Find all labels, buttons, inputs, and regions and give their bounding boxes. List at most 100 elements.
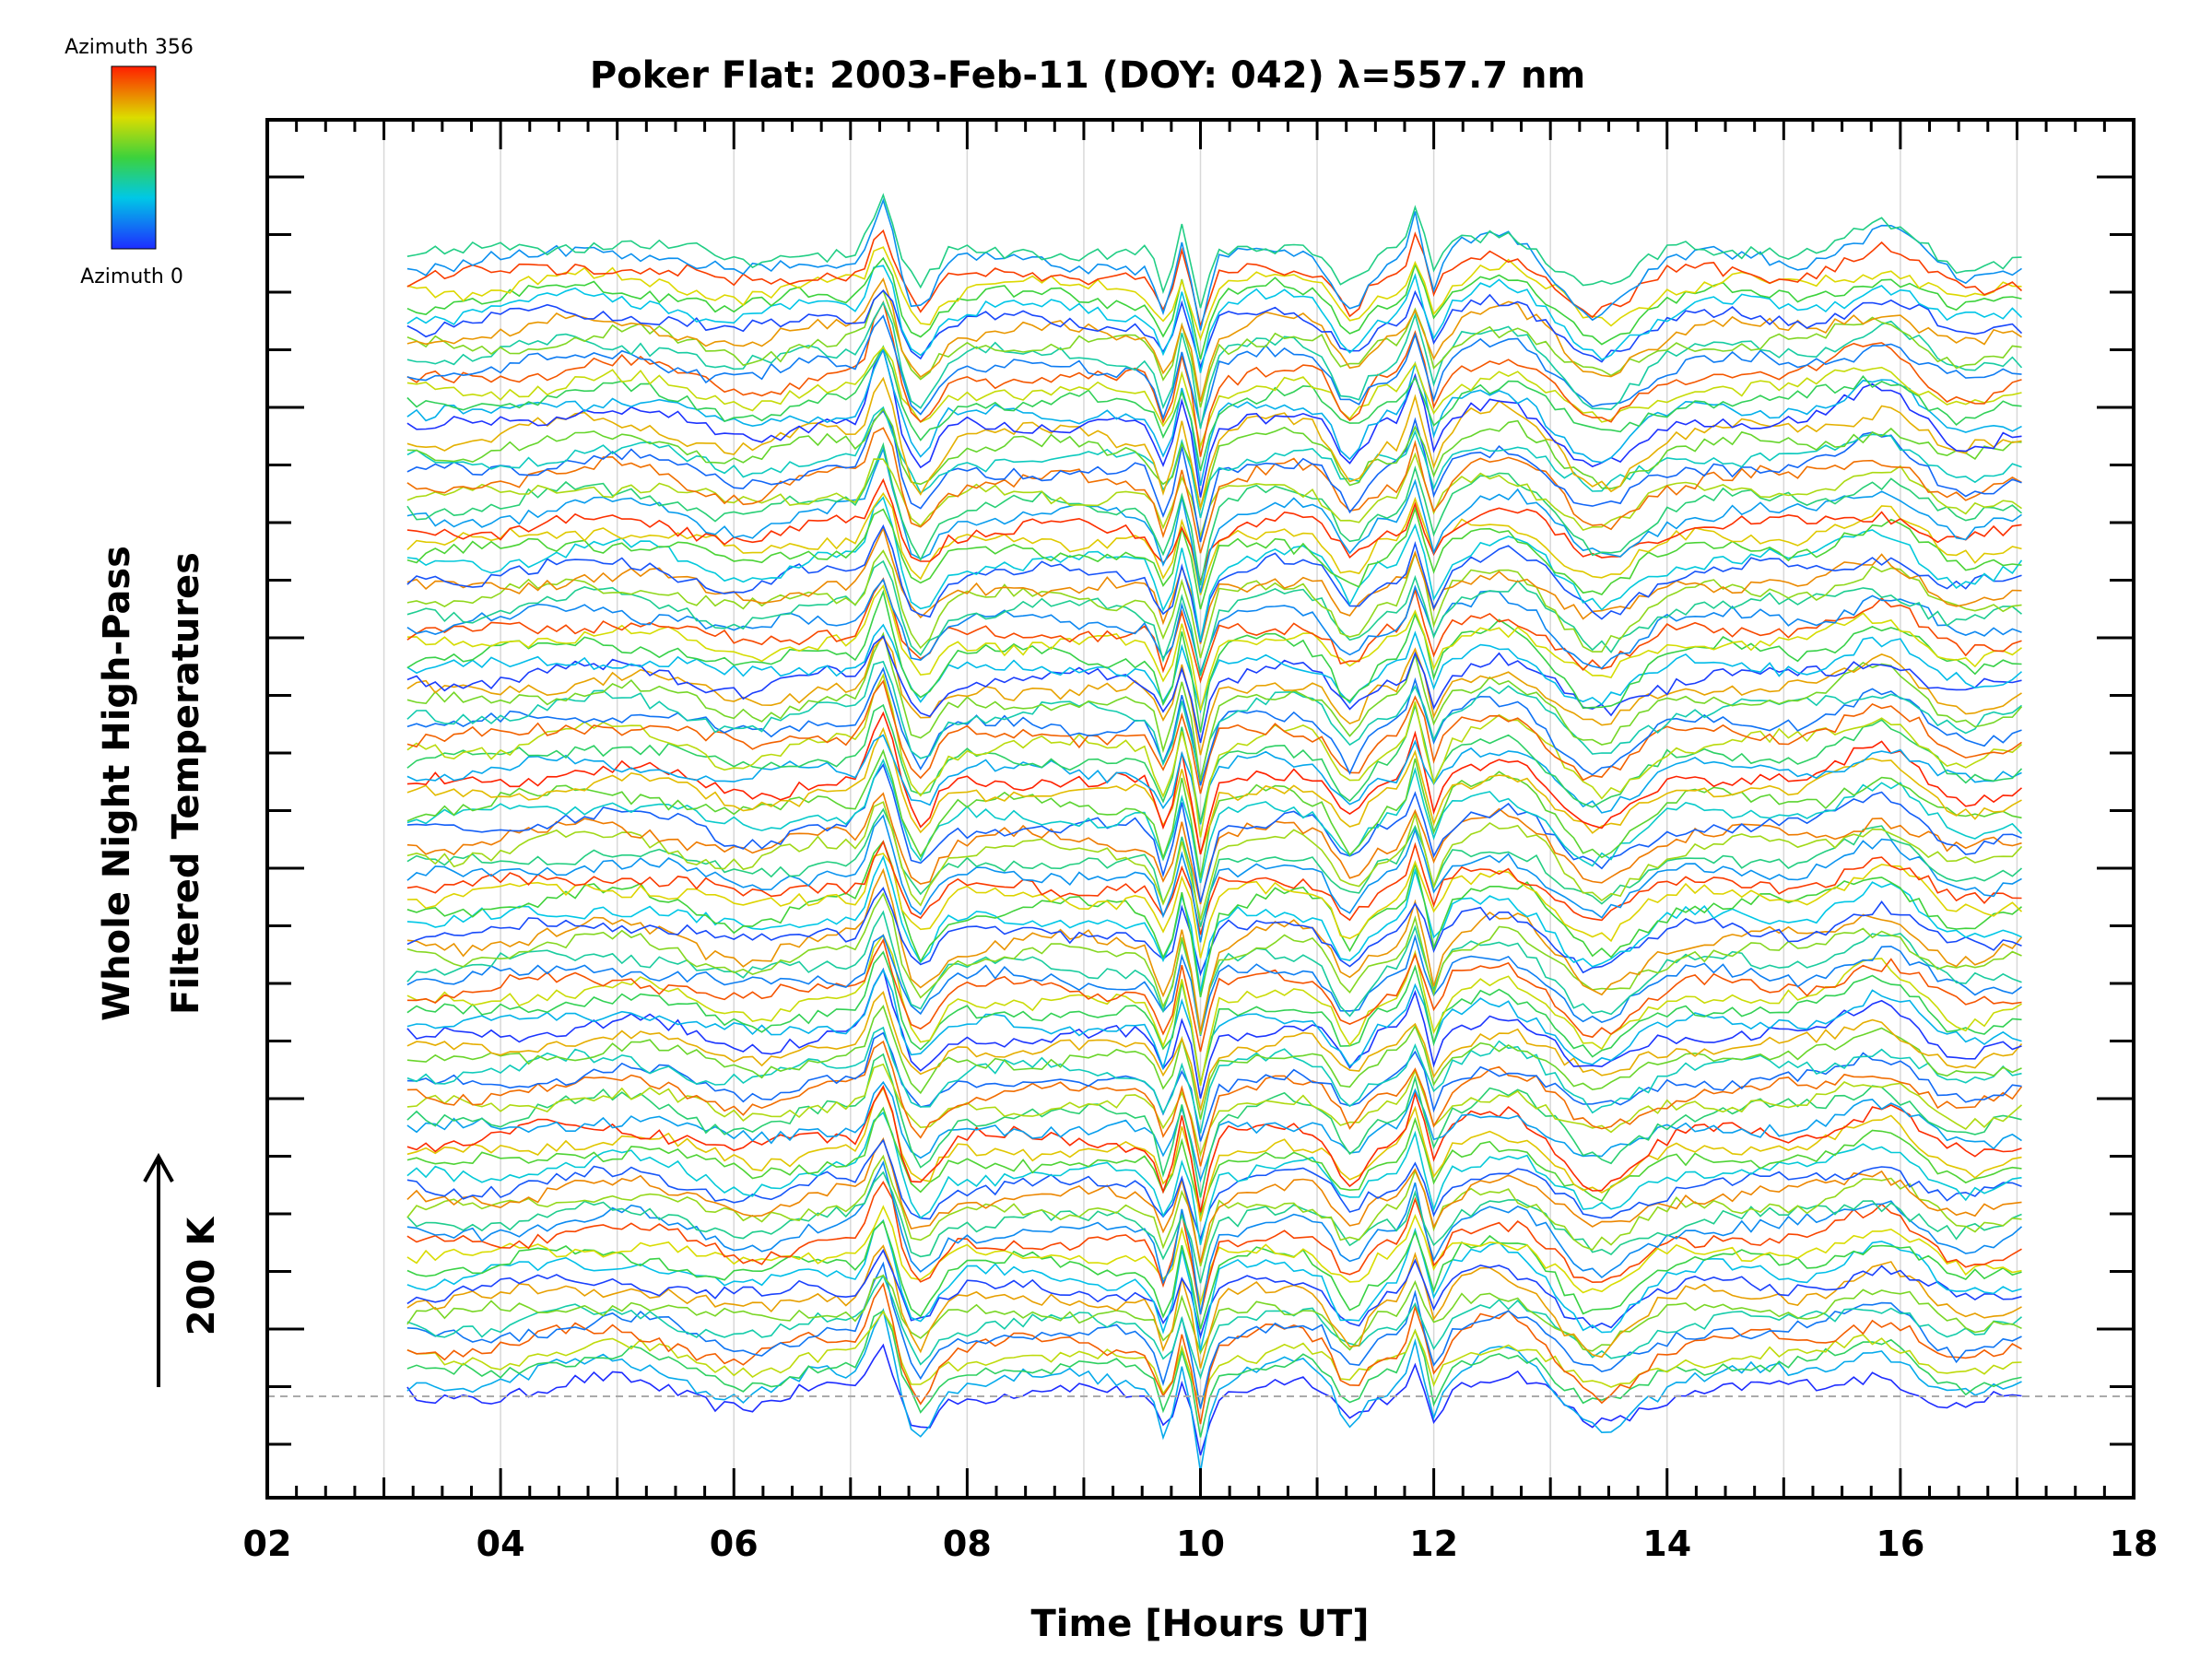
scale-arrow: 200 K	[143, 1152, 223, 1387]
series-line	[406, 577, 2022, 684]
series-line	[406, 748, 2022, 878]
series-line	[406, 427, 2022, 554]
series-line	[406, 578, 2022, 676]
series-line	[406, 347, 2022, 498]
series-line	[406, 277, 2022, 402]
series-line	[406, 934, 2022, 1036]
x-axis-label: Time [Hours UT]	[1031, 1603, 1370, 1645]
series-line	[406, 990, 2023, 1111]
series-line	[406, 1282, 2022, 1425]
colorbar: Azimuth 356 Azimuth 0	[65, 36, 194, 288]
series-line	[406, 910, 2022, 1034]
series-line	[406, 666, 2022, 786]
series-line	[406, 1040, 2023, 1167]
series-line	[406, 1005, 2022, 1120]
series-line	[406, 631, 2023, 782]
series-line	[406, 1106, 2022, 1218]
series-line	[406, 452, 2022, 539]
series-line	[406, 289, 2023, 370]
series-line	[406, 1309, 2022, 1438]
series-line	[406, 937, 2022, 1053]
series-line	[406, 734, 2022, 825]
series-line	[406, 589, 2022, 733]
scale-label: 200 K	[181, 1216, 223, 1335]
colorbar-gradient	[111, 65, 157, 250]
series-line	[406, 583, 2022, 711]
scale-arrow-head	[143, 1152, 174, 1182]
series-line	[406, 506, 2022, 610]
x-tick-label: 04	[477, 1524, 525, 1564]
series-line	[406, 967, 2022, 1099]
x-tick-labels: 02 04 06 08 10 12 14 16 18	[243, 1524, 2159, 1564]
ticks	[265, 120, 2136, 1498]
series-line	[406, 814, 2022, 943]
series-line	[406, 968, 2022, 1086]
series-line	[406, 1181, 2022, 1315]
series-line	[406, 288, 2022, 408]
series-line	[406, 496, 2023, 641]
x-tick-label: 12	[1409, 1524, 1458, 1564]
series-line	[406, 525, 2022, 644]
series-line	[406, 446, 2022, 594]
series-line	[406, 346, 2022, 487]
colorbar-max-label: Azimuth 356	[65, 36, 194, 59]
series-line	[406, 1310, 2022, 1410]
y-axis-label-line1: Whole Night High-Pass	[96, 546, 138, 1021]
series-line	[406, 1111, 2022, 1245]
x-tick-label: 06	[710, 1524, 759, 1564]
series-line	[406, 711, 2023, 855]
series-line	[406, 891, 2022, 1035]
series-line	[406, 477, 2022, 585]
series-line	[406, 300, 2022, 457]
series-line	[406, 524, 2022, 642]
series-line	[406, 758, 2023, 884]
series-line	[406, 229, 2023, 329]
series-line	[406, 407, 2022, 512]
series-line	[406, 840, 2022, 935]
series-line	[406, 193, 2022, 309]
series-line	[406, 807, 2023, 927]
series-line	[406, 376, 2022, 509]
series-line	[406, 673, 2023, 838]
series-line	[406, 1031, 2022, 1142]
series-line	[406, 726, 2022, 854]
series-line	[406, 265, 2023, 373]
series-line	[406, 559, 2023, 677]
series-line	[406, 314, 2022, 430]
series-line	[406, 409, 2022, 543]
series-line	[406, 300, 2023, 429]
series-line	[406, 679, 2022, 794]
series-line	[406, 1261, 2022, 1409]
series-line	[406, 1274, 2023, 1381]
x-tick-label: 18	[2110, 1524, 2159, 1564]
x-tick-label: 16	[1876, 1524, 1924, 1564]
x-tick-label: 10	[1176, 1524, 1225, 1564]
series-line	[406, 1063, 2023, 1158]
series-line	[406, 801, 2023, 921]
series-line	[406, 406, 2022, 519]
series-line	[406, 950, 2022, 1084]
series-line	[406, 1026, 2022, 1134]
series-line	[406, 1248, 2022, 1340]
colorbar-min-label: Azimuth 0	[80, 265, 183, 288]
series-line	[406, 1244, 2022, 1369]
series-group	[406, 193, 2023, 1473]
x-tick-label: 14	[1642, 1524, 1691, 1564]
series-line	[406, 1274, 2022, 1355]
series-line	[406, 345, 2022, 472]
series-line	[406, 840, 2023, 998]
series-line	[406, 1343, 2022, 1456]
series-line	[406, 623, 2023, 714]
chart-title: Poker Flat: 2003-Feb-11 (DOY: 042) λ=557…	[590, 54, 1585, 97]
series-line	[406, 660, 2022, 780]
series-line	[406, 635, 2022, 744]
series-line	[406, 1308, 2022, 1473]
x-tick-label: 08	[943, 1524, 992, 1564]
series-line	[406, 1086, 2022, 1222]
x-tick-label: 02	[243, 1524, 292, 1564]
series-line	[406, 763, 2022, 903]
series-line	[406, 197, 2022, 331]
series-line	[406, 887, 2022, 977]
series-line	[406, 1171, 2022, 1284]
